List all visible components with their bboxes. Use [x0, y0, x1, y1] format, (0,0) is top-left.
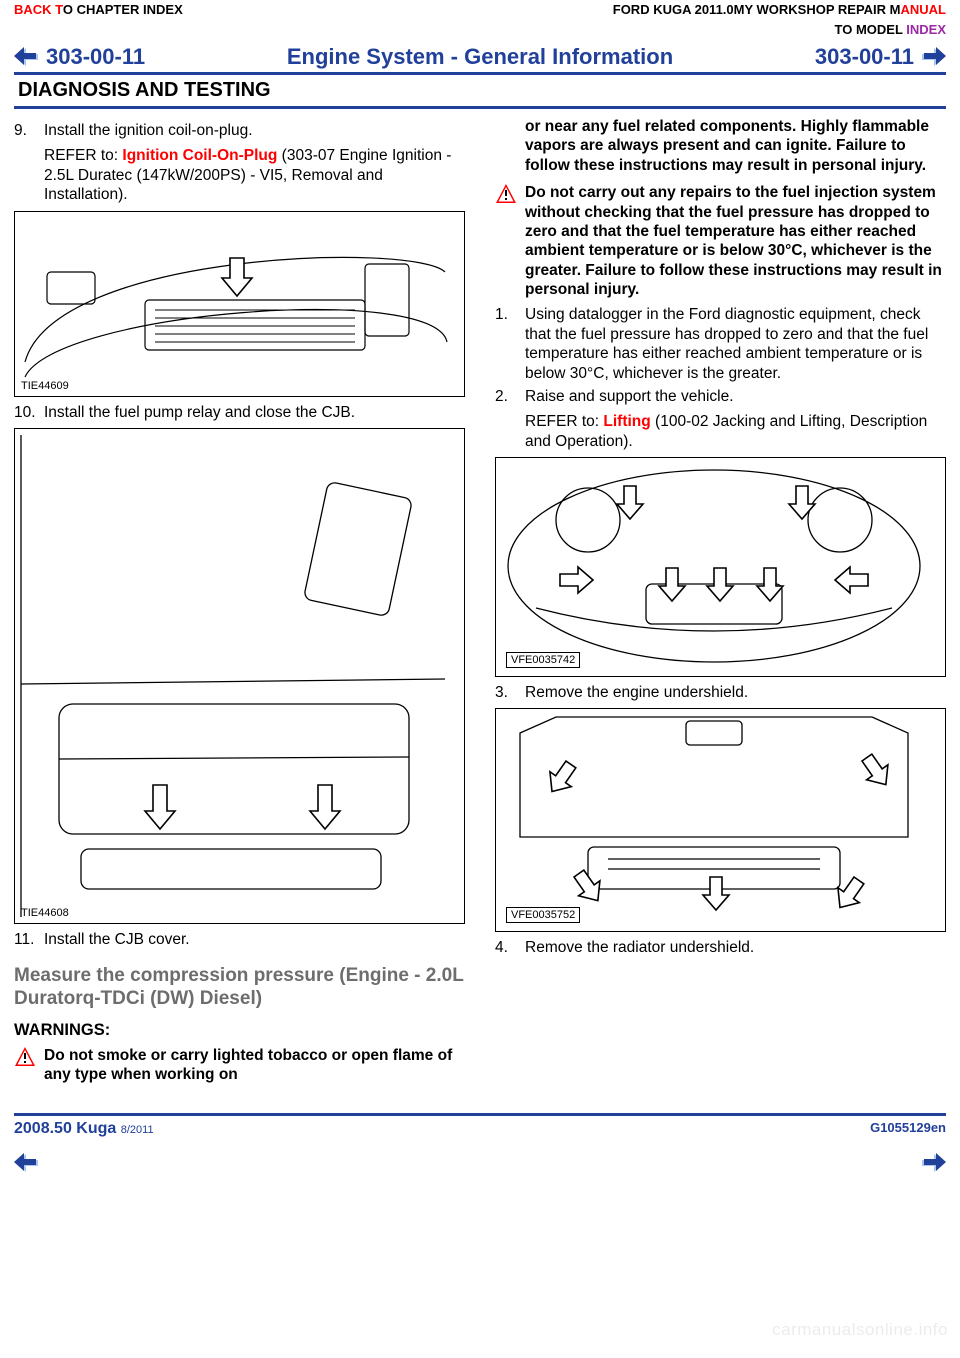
step-3: 3. Remove the engine undershield.: [495, 683, 946, 702]
section-number-right: 303-00-11: [784, 44, 920, 70]
step-10: 10. Install the fuel pump relay and clos…: [14, 403, 465, 422]
back-label-rest: O CHAPTER INDEX: [63, 2, 183, 17]
step-1: 1. Using datalogger in the Ford diagnost…: [495, 305, 946, 383]
link-ignition-coil[interactable]: Ignition Coil-On-Plug: [122, 147, 277, 164]
right-column: or near any fuel related components. Hig…: [495, 117, 946, 1091]
figure-tie44609-svg: [15, 212, 451, 396]
figure-tie44609: TIE44609: [14, 211, 465, 397]
figure-tie44608-svg: [15, 429, 451, 923]
figure-vfe0035742: VFE0035742: [495, 457, 946, 677]
left-column: 9. Install the ignition coil-on-plug. RE…: [14, 117, 465, 1091]
warning-icon: [14, 1046, 36, 1068]
back-label-red: BACK T: [14, 2, 63, 17]
prev-page-arrow-top[interactable]: [14, 46, 40, 68]
figure-label: VFE0035752: [506, 907, 580, 923]
warning-1-cont: or near any fuel related components. Hig…: [525, 117, 946, 175]
manual-title: FORD KUGA 2011.0MY WORKSHOP REPAIR MANUA…: [613, 2, 946, 17]
step-9: 9. Install the ignition coil-on-plug.: [14, 121, 465, 140]
step-2-refer: REFER to: Lifting (100-02 Jacking and Li…: [525, 412, 946, 451]
step-11: 11. Install the CJB cover.: [14, 930, 465, 949]
section-subheader: DIAGNOSIS AND TESTING: [14, 75, 946, 109]
page-footer: 2008.50 Kuga 8/2011 G1055129en: [14, 1113, 946, 1138]
footer-date: 8/2011: [121, 1124, 154, 1136]
next-page-arrow-top[interactable]: [920, 46, 946, 68]
warning-2: Do not carry out any repairs to the fuel…: [495, 183, 946, 299]
figure-label: TIE44608: [21, 907, 69, 919]
next-page-arrow-bottom[interactable]: [920, 1152, 946, 1174]
figure-tie44608: TIE44608: [14, 428, 465, 924]
footer-model: 2008.50 Kuga: [14, 1120, 116, 1137]
step-9-refer: REFER to: Ignition Coil-On-Plug (303-07 …: [44, 146, 465, 204]
back-to-chapter[interactable]: BACK TO CHAPTER INDEX: [14, 2, 183, 17]
figure-vfe0035752: VFE0035752: [495, 708, 946, 932]
step-2: 2. Raise and support the vehicle.: [495, 387, 946, 406]
step-4: 4. Remove the radiator undershield.: [495, 938, 946, 957]
warning-icon: [495, 183, 517, 205]
heading-warnings: WARNINGS:: [14, 1021, 465, 1040]
footer-code: G1055129en: [870, 1120, 946, 1138]
figure-vfe0035742-svg: [496, 458, 932, 676]
figure-vfe0035752-svg: [496, 709, 932, 931]
figure-label: TIE44609: [21, 380, 69, 392]
watermark: carmanualsonline.info: [772, 1320, 948, 1340]
to-model-index[interactable]: TO MODEL INDEX: [835, 22, 946, 37]
section-number-left: 303-00-11: [40, 44, 176, 70]
prev-page-arrow-bottom[interactable]: [14, 1152, 40, 1174]
link-lifting[interactable]: Lifting: [603, 413, 650, 430]
figure-label: VFE0035742: [506, 652, 580, 668]
heading-measure-compression: Measure the compression pressure (Engine…: [14, 965, 465, 1011]
page-title: Engine System - General Information: [176, 44, 784, 70]
warning-1-start: Do not smoke or carry lighted tobacco or…: [14, 1046, 465, 1085]
